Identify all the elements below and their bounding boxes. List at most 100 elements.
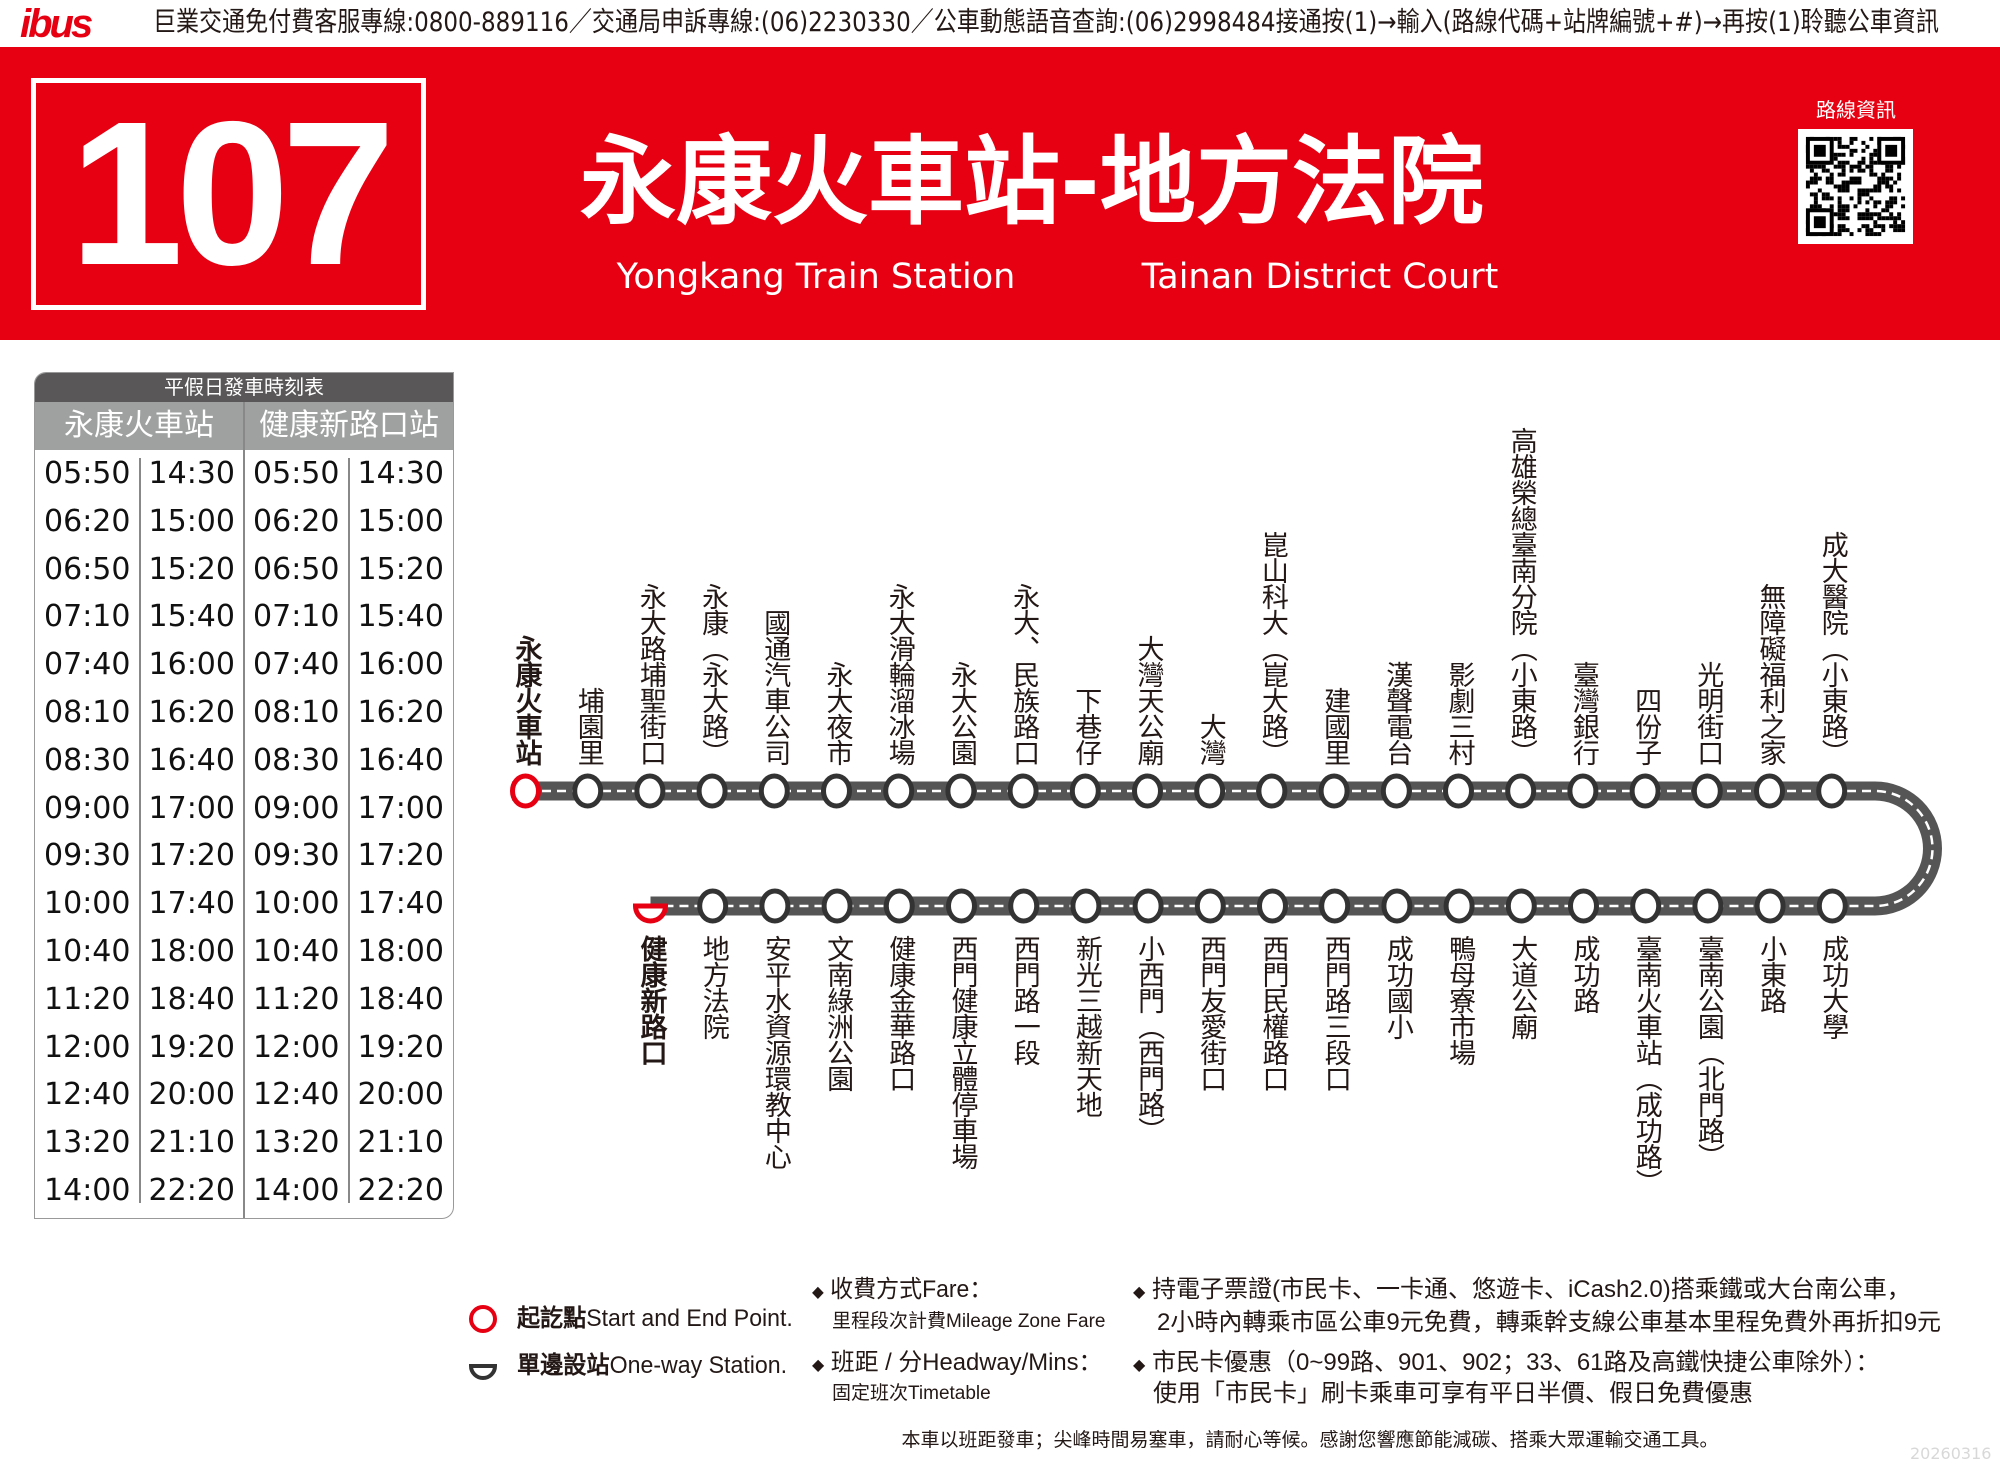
departure-time: 17:00 <box>357 790 444 826</box>
headway-title: ◆ 班距 / 分Headway/Mins： <box>812 1348 1102 1381</box>
stop-label[interactable]: 成功國小 <box>1381 935 1413 1039</box>
stop-marker[interactable] <box>1443 888 1475 924</box>
stop-label[interactable]: 埔園里 <box>572 687 604 765</box>
stop-label[interactable]: 文南綠洲公園 <box>822 935 854 1091</box>
stop-marker[interactable] <box>1194 773 1226 809</box>
stop-marker[interactable] <box>1816 773 1848 809</box>
stop-marker[interactable] <box>883 888 915 924</box>
route-number-box: 107 <box>31 78 426 310</box>
stop-label[interactable]: 崑山科大（崑大路） <box>1256 531 1288 765</box>
stop-label[interactable]: 下巷仔 <box>1070 687 1102 765</box>
stop-label[interactable]: 西門路三段口 <box>1319 935 1351 1091</box>
stop-marker[interactable] <box>1630 888 1662 924</box>
oneway-terminal-marker[interactable] <box>632 903 669 924</box>
stop-label[interactable]: 鴨母寮市場 <box>1444 935 1476 1065</box>
departure-time: 10:40 <box>44 933 131 969</box>
stop-label[interactable]: 漢聲電台 <box>1381 661 1413 765</box>
stop-label[interactable]: 無障礙福利之家 <box>1754 583 1786 765</box>
stop-label[interactable]: 光明街口 <box>1692 661 1724 765</box>
stop-label[interactable]: 健康新路口 <box>635 935 667 1065</box>
stop-marker[interactable] <box>1754 888 1786 924</box>
stop-label[interactable]: 永大、民族路口 <box>1008 583 1040 765</box>
stop-marker[interactable] <box>1069 773 1101 809</box>
stop-label[interactable]: 永大滑輪溜冰場 <box>883 583 915 765</box>
stop-label[interactable]: 西門路一段 <box>1008 935 1040 1065</box>
stop-label[interactable]: 永康（永大路） <box>697 583 729 765</box>
stop-marker[interactable] <box>1567 773 1599 809</box>
stop-marker[interactable] <box>1380 773 1412 809</box>
stop-marker[interactable] <box>572 773 604 809</box>
stop-label[interactable]: 新光三越新天地 <box>1070 935 1102 1117</box>
stop-marker[interactable] <box>1568 888 1599 924</box>
stop-marker[interactable] <box>697 888 729 924</box>
stop-marker[interactable] <box>883 773 915 809</box>
stop-label[interactable]: 臺南公園（北門路） <box>1692 935 1724 1169</box>
stop-marker[interactable] <box>1256 773 1288 809</box>
column-divider <box>139 458 141 1203</box>
stop-label[interactable]: 臺南火車站（成功路） <box>1630 935 1662 1195</box>
timetable-row: 05:50 14:30 05:50 14:30 <box>35 450 453 498</box>
stop-marker[interactable] <box>1816 888 1848 924</box>
stop-label[interactable]: 健康金華路口 <box>884 935 916 1091</box>
stop-label[interactable]: 影劇三村 <box>1443 661 1475 765</box>
timetable-row: 12:00 19:20 12:00 19:20 <box>35 1024 453 1072</box>
stop-marker[interactable] <box>1505 773 1537 809</box>
stop-label[interactable]: 大灣 <box>1194 713 1226 765</box>
stop-label[interactable]: 小西門（西門路） <box>1133 935 1165 1143</box>
stop-marker[interactable] <box>1070 888 1102 924</box>
stop-marker[interactable] <box>634 773 666 809</box>
stop-label[interactable]: 地方法院 <box>697 935 729 1039</box>
stop-label[interactable]: 成功路 <box>1568 935 1600 1013</box>
stop-marker[interactable] <box>1443 773 1474 809</box>
stop-label[interactable]: 西門民權路口 <box>1257 935 1289 1091</box>
stop-marker[interactable] <box>1319 888 1351 924</box>
qr-code[interactable] <box>1798 129 1913 244</box>
stop-label[interactable]: 高雄榮總臺南分院（小東路） <box>1505 427 1537 765</box>
stop-label[interactable]: 大灣天公廟 <box>1132 635 1164 765</box>
departure-time: 15:40 <box>357 599 444 635</box>
departure-time: 14:00 <box>253 1172 340 1208</box>
stop-label[interactable]: 成功大學 <box>1817 935 1849 1039</box>
stop-marker[interactable] <box>821 888 853 924</box>
stop-marker[interactable] <box>1194 888 1226 924</box>
stop-label[interactable]: 大道公廟 <box>1506 935 1538 1039</box>
departure-time: 20:00 <box>148 1077 235 1113</box>
column-divider <box>348 458 350 1203</box>
stop-marker[interactable] <box>696 773 728 809</box>
stop-label[interactable]: 永大公園 <box>945 661 977 765</box>
stop-label[interactable]: 西門友愛街口 <box>1195 935 1227 1091</box>
stop-label[interactable]: 國通汽車公司 <box>759 609 791 765</box>
stop-marker[interactable] <box>1754 773 1785 809</box>
stop-marker[interactable] <box>1691 773 1723 809</box>
stop-marker[interactable] <box>1505 888 1537 924</box>
stop-label[interactable]: 永大夜市 <box>821 661 853 765</box>
stop-label[interactable]: 西門健康立體停車場 <box>946 935 978 1169</box>
timetable-row: 07:10 15:40 07:10 15:40 <box>35 593 453 641</box>
stop-marker[interactable] <box>945 773 977 809</box>
stop-label[interactable]: 安平水資源環教中心 <box>759 935 791 1169</box>
stop-marker[interactable] <box>1132 773 1163 809</box>
terminal-stop-marker[interactable] <box>510 773 541 809</box>
stop-marker[interactable] <box>759 888 791 924</box>
stop-marker[interactable] <box>1692 888 1724 924</box>
stop-marker[interactable] <box>1318 773 1350 809</box>
stop-marker[interactable] <box>1257 888 1288 924</box>
stop-marker[interactable] <box>1007 773 1039 809</box>
stop-label[interactable]: 四份子 <box>1630 687 1662 765</box>
stop-marker[interactable] <box>946 888 977 924</box>
stop-marker[interactable] <box>1381 888 1413 924</box>
stop-label[interactable]: 成大醫院（小東路） <box>1816 531 1848 765</box>
stop-label[interactable]: 建國里 <box>1319 687 1351 765</box>
stop-marker[interactable] <box>1132 888 1164 924</box>
departure-time: 18:00 <box>148 933 235 969</box>
stop-label[interactable]: 小東路 <box>1755 935 1787 1013</box>
stop-label[interactable]: 永康火車站 <box>510 635 542 765</box>
stop-label[interactable]: 臺灣銀行 <box>1567 661 1599 765</box>
departure-time: 15:20 <box>357 551 444 587</box>
timetable-row: 09:30 17:20 09:30 17:20 <box>35 832 453 880</box>
stop-marker[interactable] <box>821 773 852 809</box>
stop-marker[interactable] <box>758 773 790 809</box>
stop-marker[interactable] <box>1008 888 1040 924</box>
stop-label[interactable]: 永大路埔聖街口 <box>634 583 666 765</box>
stop-marker[interactable] <box>1629 773 1661 809</box>
